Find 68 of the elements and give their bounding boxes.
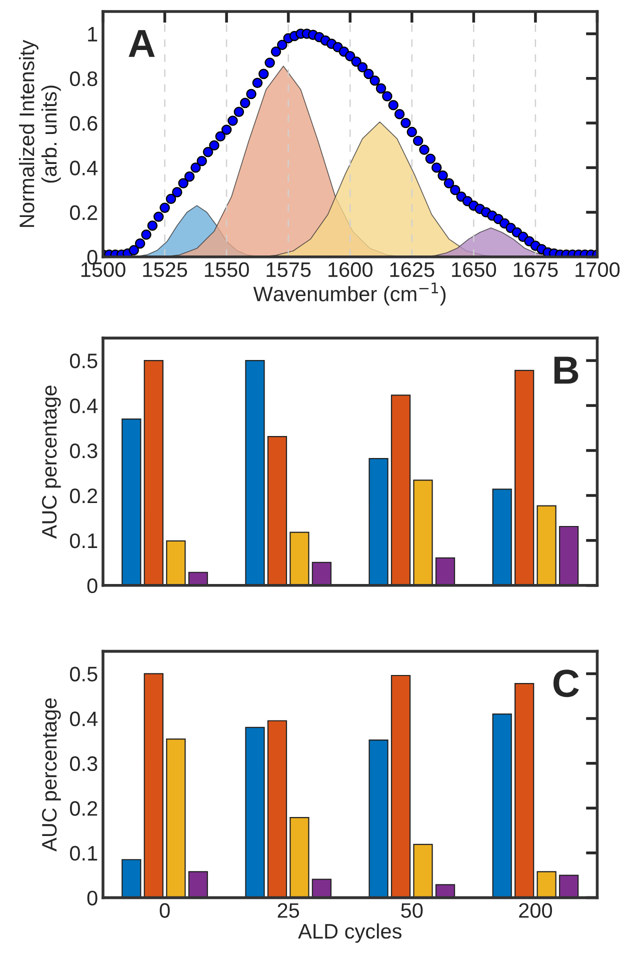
y-tick-label: 0.4 xyxy=(70,160,98,176)
annotation: A xyxy=(128,30,155,57)
x-axis-title: ALD cycles xyxy=(298,923,402,943)
bar xyxy=(435,884,456,898)
x-tick-label: 1525 xyxy=(143,262,188,278)
y-axis-title: AUC percentage xyxy=(42,386,61,539)
y-tick-label: 0.2 xyxy=(70,488,98,504)
bar xyxy=(413,844,433,898)
y-tick-label: 0.1 xyxy=(70,846,98,861)
bar xyxy=(536,871,556,898)
x-tick-label: 1675 xyxy=(514,262,558,278)
bar xyxy=(368,739,388,898)
bar xyxy=(536,505,556,586)
bar xyxy=(144,673,164,898)
annotation: B xyxy=(554,356,578,384)
bar xyxy=(166,738,186,898)
x-tick-label: 1625 xyxy=(390,262,434,278)
bar xyxy=(245,360,265,586)
x-axis-title: Wavenumber (cm$^{−1}$) xyxy=(253,282,446,306)
bar xyxy=(435,557,456,586)
bar xyxy=(122,418,142,586)
bar xyxy=(558,526,579,586)
bar xyxy=(267,720,288,898)
x-tick-label: 25 xyxy=(278,903,300,918)
bar xyxy=(312,878,332,898)
x-tick-label: 1575 xyxy=(266,262,311,278)
y-tick-label: 0 xyxy=(87,890,98,906)
bar xyxy=(368,458,388,586)
bar xyxy=(514,370,534,586)
bar xyxy=(312,562,332,586)
y-tick-label: 1 xyxy=(88,26,98,42)
bar xyxy=(290,532,310,586)
y-tick-label: 0.3 xyxy=(70,756,98,772)
y-tick-label: 0.1 xyxy=(70,533,98,548)
bar xyxy=(390,674,411,898)
bar xyxy=(390,394,411,586)
y-tick-label: 0.2 xyxy=(70,205,98,220)
x-tick-label: 1700 xyxy=(576,262,620,278)
y-tick-label: 0 xyxy=(87,578,98,594)
x-tick-label: 50 xyxy=(401,903,423,918)
y-tick-label: 0.2 xyxy=(70,801,98,816)
bar xyxy=(492,488,512,586)
bar xyxy=(514,683,534,898)
x-tick-label: 0 xyxy=(160,903,170,918)
y-tick-label: 0.4 xyxy=(70,398,98,414)
y-tick-label: 0.5 xyxy=(70,354,98,368)
y-tick-label: 0.8 xyxy=(70,71,98,86)
bar xyxy=(290,816,310,898)
bar xyxy=(166,540,186,586)
y-axis-title: Normalized Intensity (arb. units) xyxy=(18,40,61,227)
bar xyxy=(492,713,512,898)
y-tick-label: 0.3 xyxy=(70,444,98,458)
x-tick-label: 200 xyxy=(519,903,552,918)
x-tick-label: 1650 xyxy=(452,262,496,278)
annotation: C xyxy=(553,670,579,698)
bar xyxy=(267,436,288,586)
y-axis-title: AUC percentage xyxy=(42,698,61,852)
y-tick-label: 0.5 xyxy=(70,666,98,682)
x-tick-label: 1600 xyxy=(328,262,372,278)
x-tick-label: 1550 xyxy=(204,262,249,278)
bar xyxy=(188,871,208,898)
bar xyxy=(144,360,164,586)
bar xyxy=(245,726,265,898)
y-tick-label: 0.6 xyxy=(70,116,98,131)
bar xyxy=(413,480,433,586)
bar xyxy=(122,859,142,898)
y-tick-label: 0.4 xyxy=(70,712,98,726)
bar xyxy=(558,874,579,898)
